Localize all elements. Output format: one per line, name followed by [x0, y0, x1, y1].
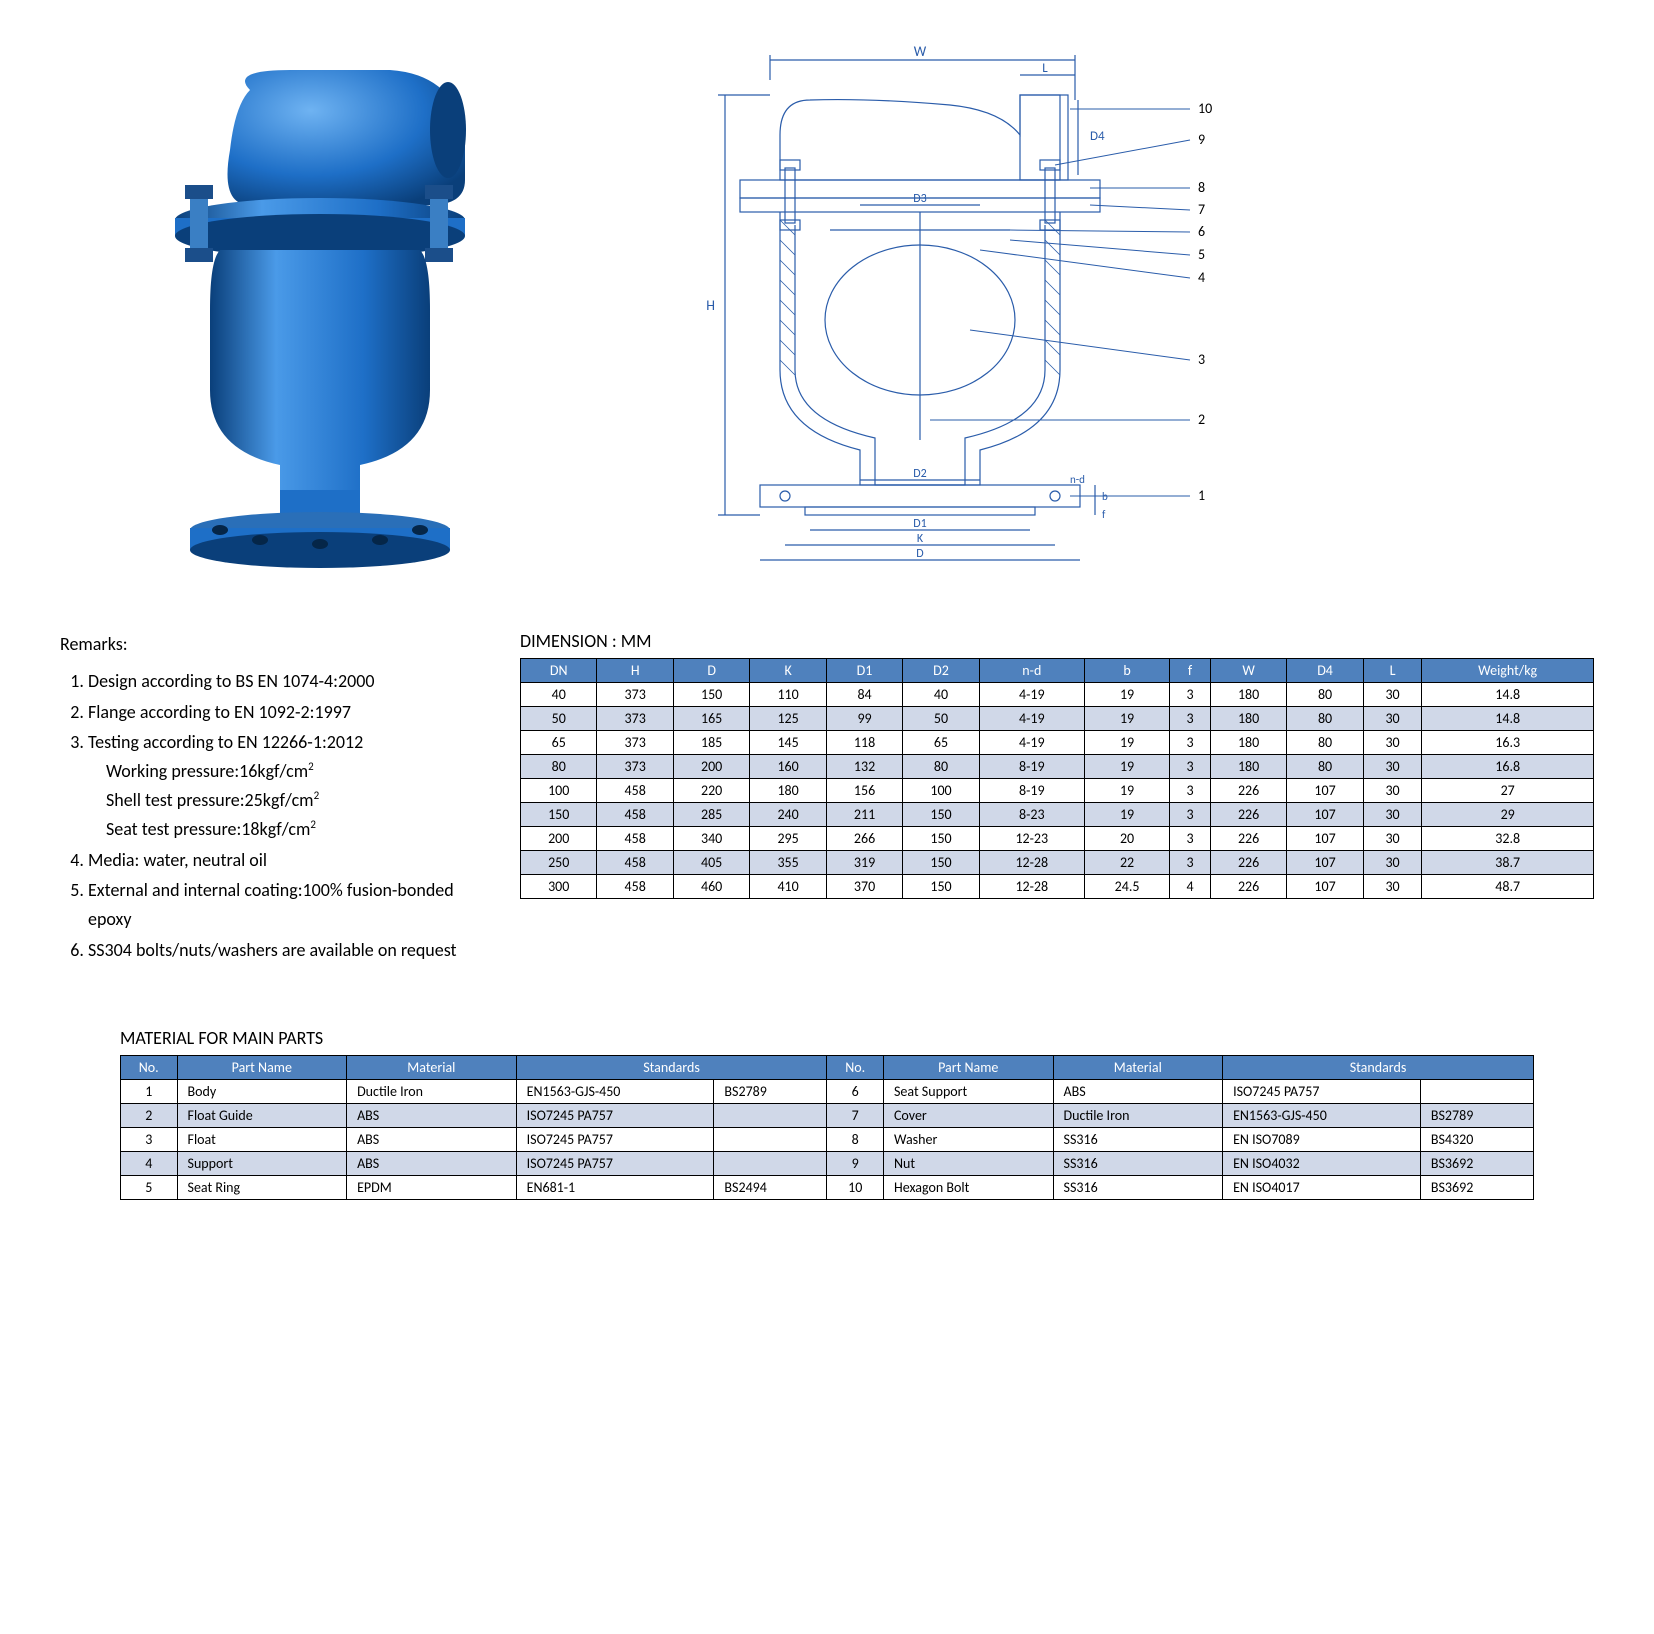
col-standards: Standards	[516, 1055, 827, 1079]
svg-text:8: 8	[1198, 179, 1205, 196]
product-photo	[60, 30, 580, 590]
remark-1: Design according to BS EN 1074-4:2000	[88, 667, 480, 696]
dimension-table: DNHDKD1D2n-dbfWD4LWeight/kg 403731501108…	[520, 658, 1594, 899]
svg-text:W: W	[914, 43, 927, 60]
remark-3: Testing according to EN 12266-1:2012 Wor…	[88, 728, 480, 843]
svg-text:1: 1	[1198, 487, 1205, 504]
dim-col: D1	[826, 659, 902, 683]
remark-5: External and internal coating:100% fusio…	[88, 876, 480, 934]
dim-col: f	[1170, 659, 1211, 683]
material-row: 1BodyDuctile IronEN1563-GJS-450BS27896Se…	[121, 1079, 1534, 1103]
svg-text:D4: D4	[1090, 129, 1105, 144]
svg-text:10: 10	[1198, 100, 1212, 117]
svg-text:K: K	[917, 532, 924, 546]
dim-col: D	[673, 659, 749, 683]
remark-4: Media: water, neutral oil	[88, 846, 480, 875]
svg-text:D3: D3	[913, 192, 926, 206]
col-material2: Material	[1053, 1055, 1223, 1079]
remarks-title: Remarks:	[60, 630, 480, 659]
dim-row: 1504582852402111508-231932261073029	[521, 803, 1594, 827]
col-standards2: Standards	[1223, 1055, 1534, 1079]
dim-col: Weight/kg	[1422, 659, 1594, 683]
dim-col: b	[1084, 659, 1169, 683]
col-part2: Part Name	[883, 1055, 1053, 1079]
svg-text:6: 6	[1198, 223, 1205, 240]
materials-table: No. Part Name Material Standards No. Par…	[120, 1055, 1534, 1200]
col-material: Material	[347, 1055, 517, 1079]
dim-col: n-d	[979, 659, 1084, 683]
dim-row: 20045834029526615012-232032261073032.8	[521, 827, 1594, 851]
col-no2: No.	[827, 1055, 884, 1079]
dim-col: W	[1210, 659, 1286, 683]
material-row: 2Float GuideABSISO7245 PA7577CoverDuctil…	[121, 1103, 1534, 1127]
svg-text:9: 9	[1198, 131, 1205, 148]
col-no: No.	[121, 1055, 178, 1079]
dim-col: D4	[1287, 659, 1363, 683]
dim-row: 4037315011084404-19193180803014.8	[521, 683, 1594, 707]
dim-col: K	[750, 659, 826, 683]
technical-diagram: W L D4	[620, 30, 1320, 590]
remark-6: SS304 bolts/nuts/washers are available o…	[88, 936, 480, 965]
material-row: 5Seat RingEPDMEN681-1BS249410Hexagon Bol…	[121, 1175, 1534, 1199]
col-part: Part Name	[177, 1055, 347, 1079]
svg-text:3: 3	[1198, 351, 1205, 368]
svg-text:H: H	[706, 297, 715, 314]
svg-text:2: 2	[1198, 411, 1205, 428]
svg-text:D: D	[916, 547, 923, 561]
material-row: 3FloatABSISO7245 PA7578WasherSS316EN ISO…	[121, 1127, 1534, 1151]
materials-title: MATERIAL FOR MAIN PARTS	[120, 1027, 1534, 1049]
svg-text:f: f	[1102, 508, 1106, 521]
svg-text:7: 7	[1198, 201, 1205, 218]
dimension-title: DIMENSION : MM	[520, 630, 1594, 652]
dim-row: 80373200160132808-19193180803016.8	[521, 755, 1594, 779]
svg-text:D2: D2	[913, 467, 926, 481]
dim-row: 30045846041037015012-2824.542261073048.7	[521, 875, 1594, 899]
dim-row: 25045840535531915012-282232261073038.7	[521, 851, 1594, 875]
remark-2: Flange according to EN 1092-2:1997	[88, 698, 480, 727]
dim-col: DN	[521, 659, 597, 683]
dim-row: 5037316512599504-19193180803014.8	[521, 707, 1594, 731]
dim-col: L	[1363, 659, 1422, 683]
svg-text:D1: D1	[913, 517, 926, 531]
dim-row: 65373185145118654-19193180803016.3	[521, 731, 1594, 755]
remarks-block: Remarks: Design according to BS EN 1074-…	[60, 630, 480, 967]
svg-text:4: 4	[1198, 269, 1205, 286]
dim-col: D2	[903, 659, 979, 683]
material-row: 4SupportABSISO7245 PA7579NutSS316EN ISO4…	[121, 1151, 1534, 1175]
svg-text:L: L	[1042, 61, 1048, 76]
dim-row: 1004582201801561008-191932261073027	[521, 779, 1594, 803]
svg-text:5: 5	[1198, 246, 1205, 263]
dim-col: H	[597, 659, 673, 683]
svg-text:n-d: n-d	[1070, 473, 1085, 486]
